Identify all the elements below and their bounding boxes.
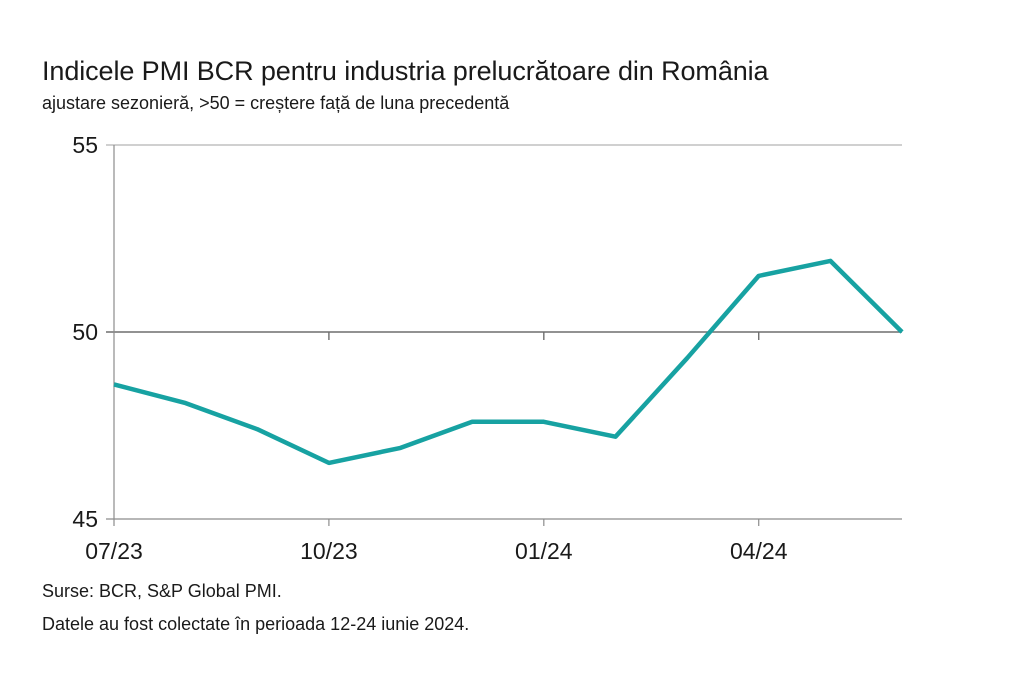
- chart-title: Indicele PMI BCR pentru industria preluc…: [42, 56, 769, 86]
- x-tick-label: 07/23: [85, 538, 143, 564]
- y-tick-label: 45: [72, 506, 98, 532]
- x-tick-label: 04/24: [730, 538, 788, 564]
- x-tick-label: 10/23: [300, 538, 358, 564]
- y-tick-label: 55: [72, 132, 98, 158]
- sources-note: Surse: BCR, S&P Global PMI.: [42, 581, 282, 601]
- x-tick-label: 01/24: [515, 538, 573, 564]
- y-tick-label: 50: [72, 319, 98, 345]
- chart-subtitle: ajustare sezonieră, >50 = creștere față …: [42, 93, 510, 113]
- collection-period-note: Datele au fost colectate în perioada 12-…: [42, 614, 470, 634]
- pmi-series-line: [113, 258, 904, 466]
